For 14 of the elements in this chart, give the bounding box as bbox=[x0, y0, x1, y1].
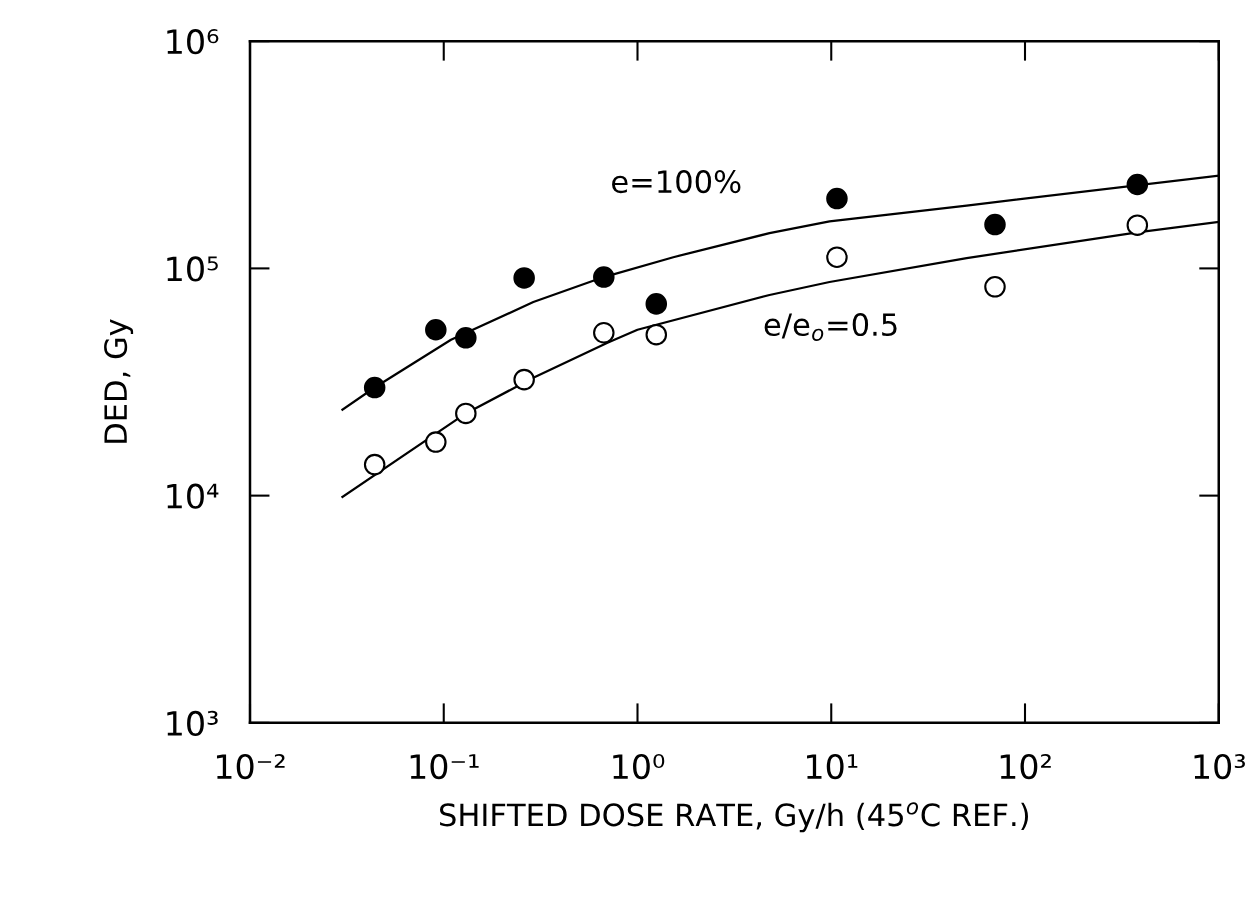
x-tick-label: 10¹ bbox=[807, 753, 858, 780]
x-axis-title: SHIFTED DOSE RATE, Gy/h (45$^{o}$C REF.) bbox=[440, 802, 1028, 833]
y-tick-label: 10⁵ bbox=[167, 256, 218, 282]
y-tick-label: 10⁴ bbox=[167, 483, 219, 509]
annotation: e/e$_{o}$=0.5 bbox=[764, 312, 897, 341]
x-tick-label: 10⁻² bbox=[216, 753, 285, 780]
x-tick-label: 10⁰ bbox=[613, 753, 665, 780]
x-tick-label: 10³ bbox=[1194, 753, 1245, 780]
y-tick-label: 10⁶ bbox=[167, 29, 219, 55]
x-tick-label: 10² bbox=[1000, 753, 1051, 780]
annotation: e=100% bbox=[612, 170, 741, 194]
y-tick-label: 10³ bbox=[167, 710, 218, 736]
x-tick-label: 10⁻¹ bbox=[410, 753, 479, 780]
y-axis-title: DED, Gy bbox=[104, 319, 134, 443]
